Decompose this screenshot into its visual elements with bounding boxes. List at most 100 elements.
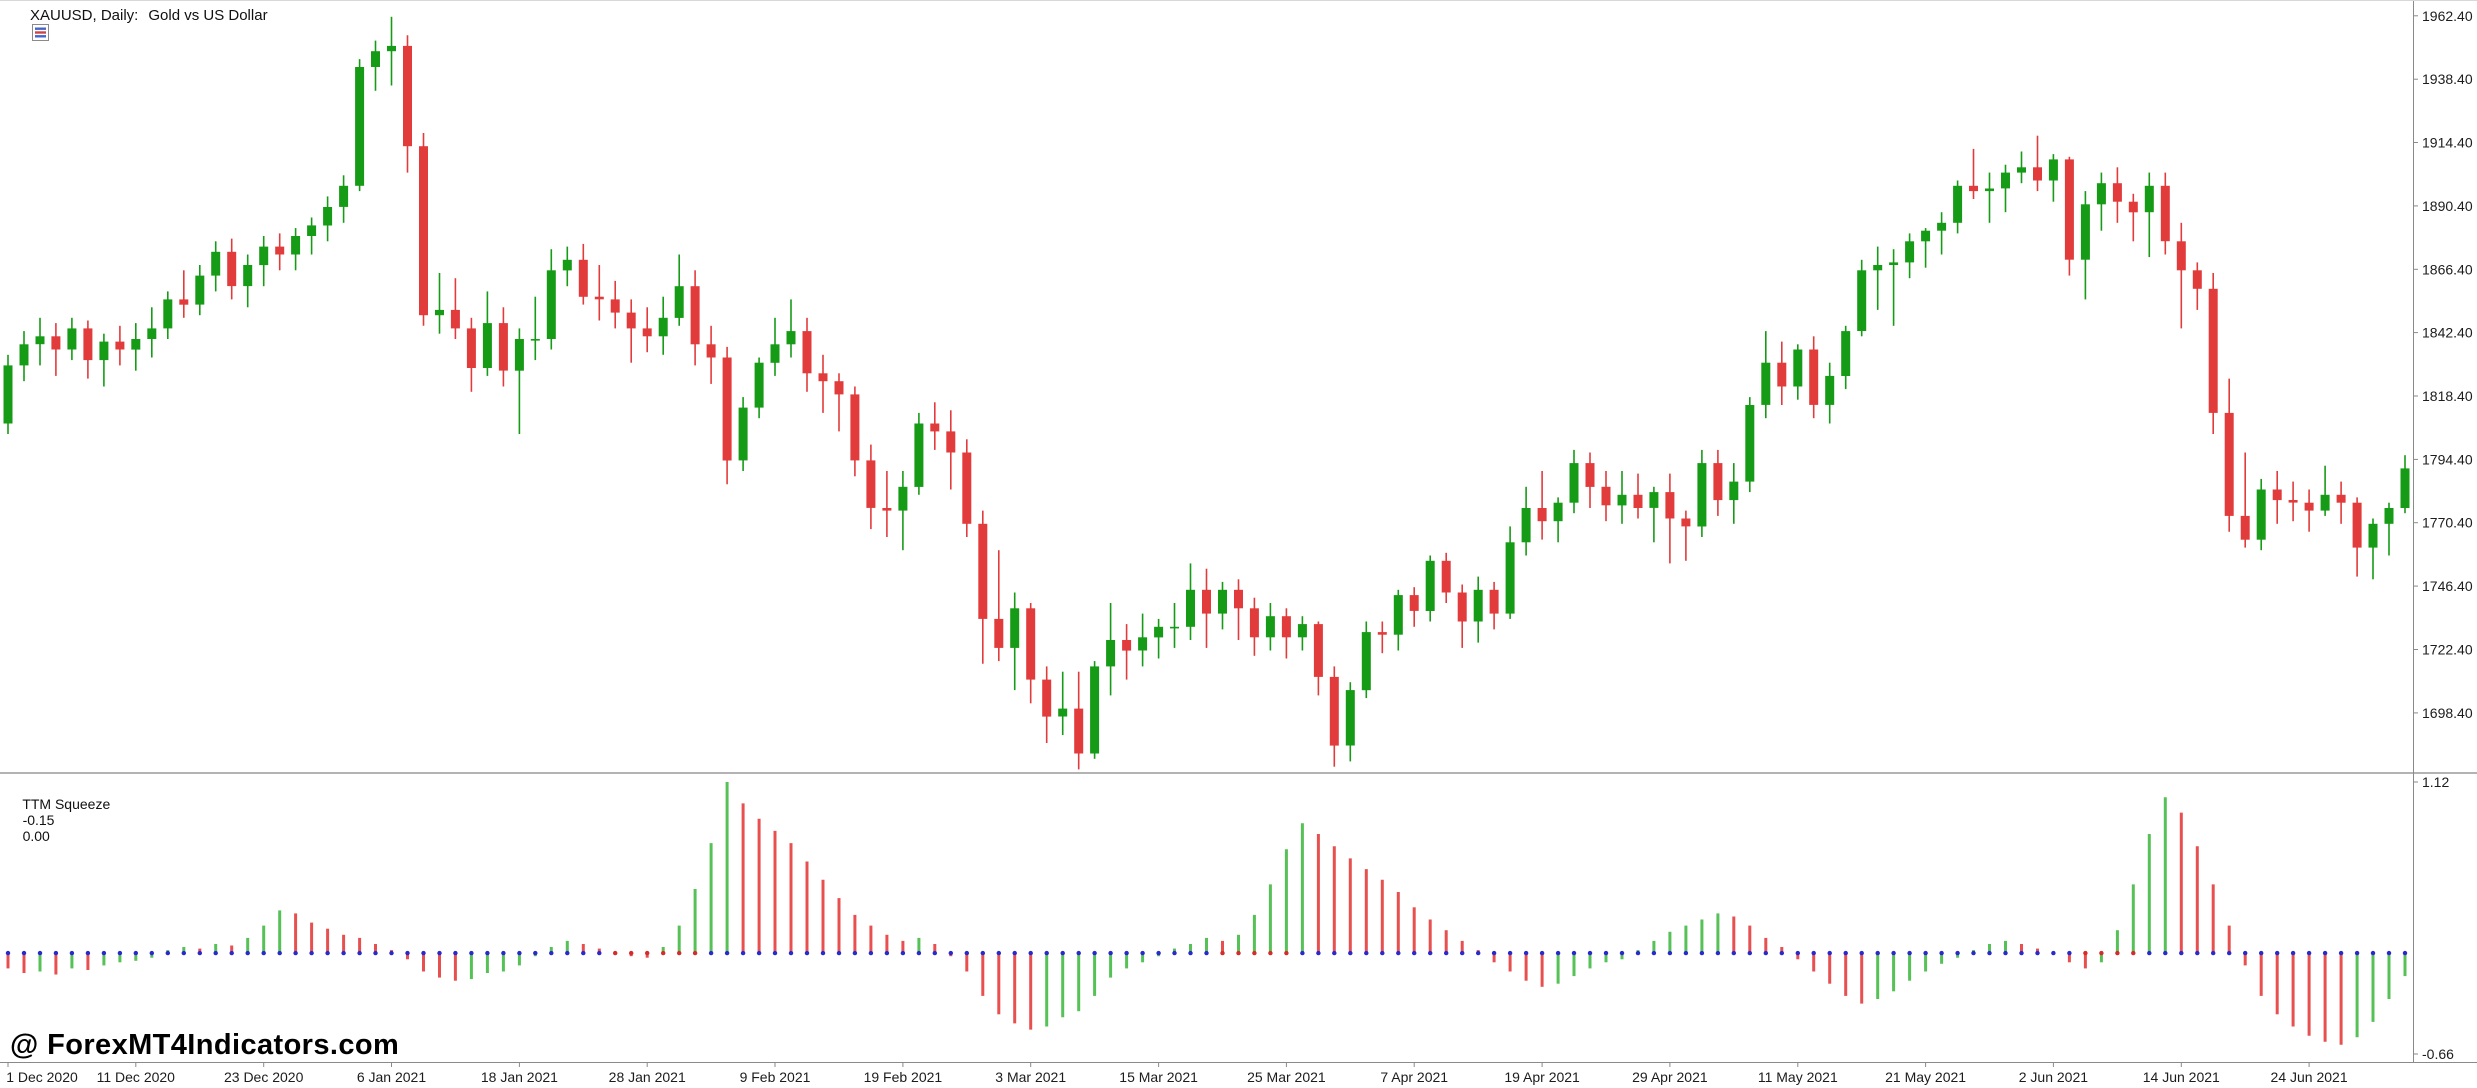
candle [179, 270, 189, 318]
candle [211, 241, 221, 292]
candle [2160, 172, 2170, 255]
squeeze-dot [932, 950, 937, 956]
squeeze-dot [1332, 950, 1337, 956]
squeeze-dot [325, 950, 330, 956]
squeeze-dot [1907, 950, 1912, 956]
candle [674, 254, 684, 326]
squeeze-dot [245, 950, 250, 956]
candle [786, 299, 796, 358]
candle [1249, 597, 1259, 656]
candle [1010, 592, 1020, 691]
candle [1761, 331, 1771, 419]
candle [866, 444, 876, 530]
candle [19, 331, 29, 382]
candle [419, 133, 428, 326]
panel-separator[interactable] [0, 772, 2477, 774]
candle [2048, 154, 2058, 202]
candle [339, 175, 349, 223]
date-label: 7 Apr 2021 [1380, 1069, 1448, 1085]
candle [1777, 341, 1787, 405]
candle [83, 320, 93, 379]
candle [387, 16, 396, 86]
squeeze-dot [740, 950, 746, 956]
price-axis-label: 1698.40 [2422, 705, 2473, 721]
squeeze-dot [948, 950, 953, 956]
candle [227, 238, 237, 300]
candle [1026, 603, 1036, 704]
squeeze-dot [852, 950, 858, 956]
squeeze-dot [677, 950, 682, 956]
candle [914, 412, 924, 495]
squeeze-dot [724, 950, 730, 956]
candle [1138, 613, 1148, 667]
squeeze-dot [549, 950, 554, 956]
candle [1234, 579, 1243, 640]
price-axis-label: 1746.40 [2422, 578, 2473, 594]
squeeze-dot [1891, 950, 1896, 956]
squeeze-dot [964, 950, 969, 956]
squeeze-dot [1428, 950, 1433, 956]
squeeze-dot [836, 950, 842, 956]
candle [1202, 568, 1211, 648]
squeeze-dot [661, 950, 666, 956]
price-axis-label: 1938.40 [2422, 71, 2473, 87]
candle [2208, 273, 2218, 434]
candle [435, 273, 444, 334]
squeeze-dot [613, 950, 618, 956]
candle [2224, 378, 2234, 532]
squeeze-dot [2003, 950, 2008, 956]
date-label: 23 Dec 2020 [224, 1069, 304, 1085]
candle [1569, 449, 1579, 514]
time-axis[interactable]: 1 Dec 2020 11 Dec 2020 23 Dec 2020 6 Jan 20… [6, 1062, 2348, 1085]
candle [2001, 164, 2010, 213]
squeeze-dot [820, 950, 826, 956]
squeeze-dot [1476, 950, 1481, 956]
price-axis-label: 1962.40 [2422, 8, 2473, 24]
candle [67, 317, 77, 361]
squeeze-dot [453, 950, 458, 956]
squeeze-dot [1939, 950, 1944, 956]
squeeze-dot [2211, 950, 2216, 956]
candle [2176, 222, 2186, 329]
squeeze-dot [1300, 950, 1305, 956]
candle [1953, 180, 1963, 234]
squeeze-dot [1188, 950, 1193, 956]
date-label: 15 Mar 2021 [1119, 1069, 1198, 1085]
candle [450, 278, 460, 339]
date-label: 11 May 2021 [1758, 1069, 1838, 1085]
candle [371, 40, 380, 91]
squeeze-dot [1651, 950, 1657, 956]
candle [754, 357, 764, 419]
squeeze-dot [1843, 950, 1848, 956]
candle [1186, 563, 1195, 640]
squeeze-dot [1587, 950, 1593, 956]
candle [1042, 666, 1052, 743]
squeeze-dot [1635, 950, 1641, 956]
squeeze-dot [85, 950, 91, 956]
squeeze-dot [1012, 950, 1017, 956]
squeeze-dot [1380, 950, 1385, 956]
date-label: 11 Dec 2020 [97, 1069, 176, 1085]
candle [259, 236, 269, 287]
squeeze-dot [756, 950, 762, 956]
squeeze-dot [1108, 950, 1113, 956]
candle [546, 249, 556, 350]
squeeze-dot [1811, 950, 1816, 956]
candle [1841, 325, 1851, 390]
squeeze-dot [1555, 950, 1561, 956]
squeeze-dot [2402, 950, 2408, 956]
indicator-label: TTM Squeeze -0.15 0.00 [7, 780, 115, 860]
price-axis[interactable]: 1962.40 1938.40 1914.40 1890.40 1866.40 1842.… [2413, 8, 2473, 1062]
candle [994, 550, 1004, 662]
candle [1553, 497, 1563, 543]
squeeze-dot [1076, 950, 1081, 956]
indicator-axis-label: -0.66 [2422, 1046, 2454, 1062]
chart-symbol-period: XAUUSD, Daily: [30, 7, 139, 24]
candle [2320, 465, 2330, 516]
indicator-momentum-value: -0.15 [22, 812, 55, 828]
squeeze-dot [1795, 950, 1801, 956]
candle [2352, 497, 2362, 577]
chart-title: XAUUSD, Daily: Gold vs US Dollar [7, 7, 268, 41]
candle [1585, 452, 1595, 508]
